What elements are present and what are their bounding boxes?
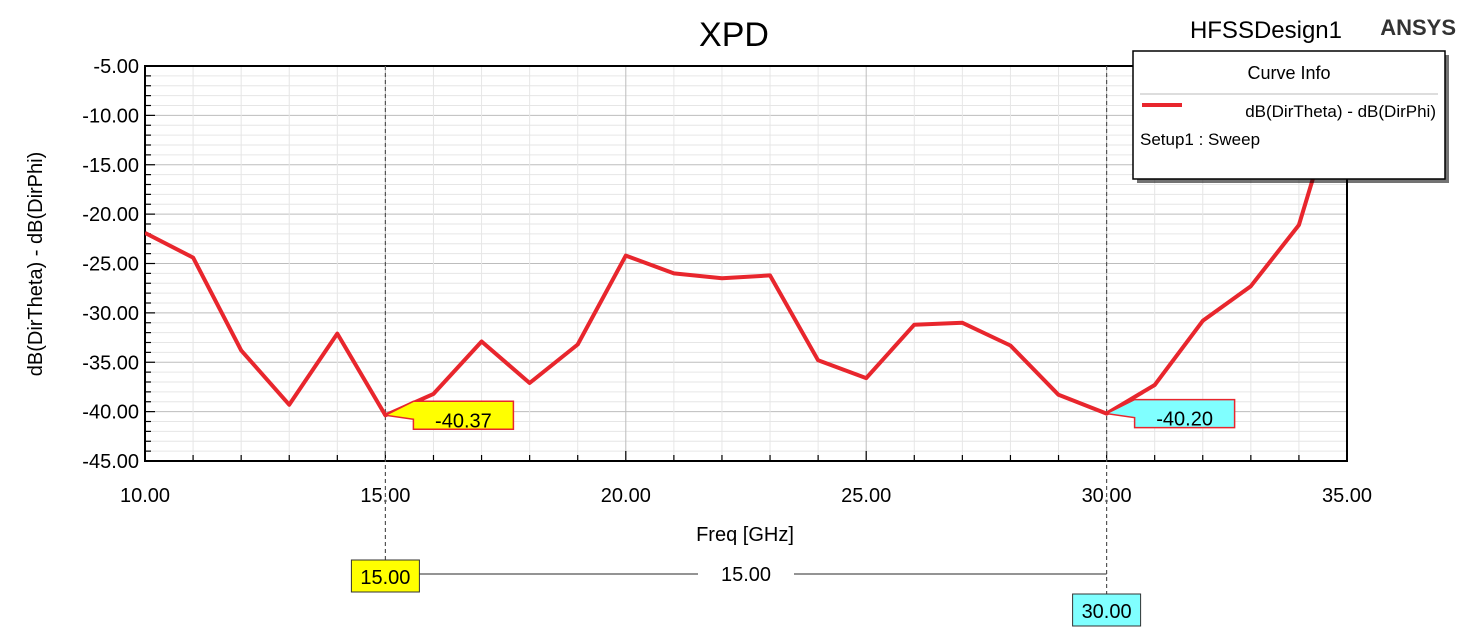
legend-title: Curve Info [1247,63,1330,83]
y-tick-label: -15.00 [82,155,139,177]
marker-1-value: -40.37 [435,410,492,432]
marker-2-callout [1104,398,1236,429]
chart-title: XPD [699,16,769,54]
marker-lines [384,66,1108,600]
x-tick-label: 25.00 [841,485,891,507]
x-tick-label: 20.00 [601,485,651,507]
brand-logo: ANSYS [1380,15,1456,40]
y-axis-title: dB(DirTheta) - dB(DirPhi) [25,152,47,376]
marker-1-x-value: 15.00 [360,567,410,589]
y-tick-label: -45.00 [82,451,139,473]
marker-2-value: -40.20 [1156,409,1213,431]
legend-box [1132,50,1446,180]
y-tick-label: -35.00 [82,352,139,374]
series-line [145,66,1347,418]
y-tick-label: -25.00 [82,254,139,276]
x-tick-label: 35.00 [1322,485,1372,507]
legend-series-label: dB(DirTheta) - dB(DirPhi) [1245,102,1436,121]
marker-2-x-box[interactable]: 30.00 [1072,593,1142,627]
delta-value: 15.00 [721,564,771,586]
x-tick-label: 10.00 [120,485,170,507]
y-tick-label: -5.00 [93,56,139,78]
legend-setup-label: Setup1 : Sweep [1140,130,1260,149]
delta-ruler: 15.00 [419,564,1107,586]
y-tick-label: -30.00 [82,303,139,325]
marker-2-flag[interactable]: -40.20 [1104,398,1236,431]
marker-1-flag[interactable]: -40.37 [382,400,515,432]
y-tick-label: -20.00 [82,204,139,226]
legend[interactable]: Curve Info dB(DirTheta) - dB(DirPhi) Set… [1132,50,1449,183]
y-tick-label: -10.00 [82,105,139,127]
marker-1-x-rect [350,559,420,593]
design-name: HFSSDesign1 [1190,17,1342,44]
marker-1-callout [382,400,515,431]
marker-2-x-value: 30.00 [1082,601,1132,623]
marker-2-x-rect [1072,593,1142,627]
tick-labels: -5.00 -10.00 -15.00 -20.00 -25.00 -30.00 -35.0… [82,56,1372,507]
y-tick-label: -40.00 [82,402,139,424]
marker-1-x-box[interactable]: 15.00 [350,559,420,593]
x-axis-title: Freq [GHz] [696,524,794,546]
